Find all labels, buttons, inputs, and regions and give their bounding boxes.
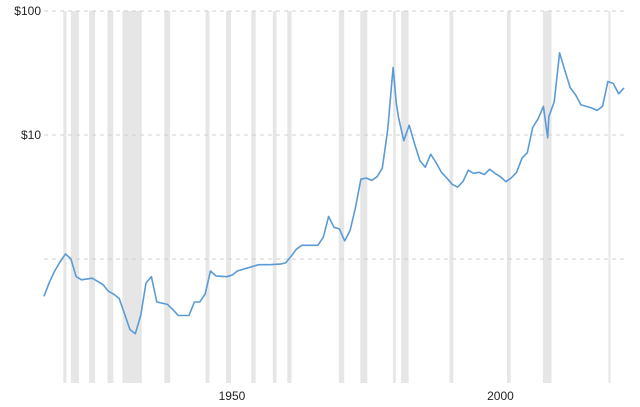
- recession-band: [287, 11, 292, 383]
- recession-band: [272, 11, 277, 383]
- y-tick-label: $10: [21, 128, 41, 142]
- recession-band: [122, 11, 142, 383]
- recession-band: [70, 11, 79, 383]
- series-layer: [43, 52, 625, 335]
- recession-band: [393, 11, 396, 383]
- recession-band: [542, 11, 552, 383]
- recession-band: [401, 11, 409, 383]
- recession-band: [338, 11, 345, 383]
- recession-band: [449, 11, 454, 383]
- recession-band: [107, 11, 114, 383]
- recession-band: [205, 11, 210, 383]
- recession-band: [608, 11, 611, 383]
- grid-lines: [44, 10, 624, 260]
- x-tick-label: 1950: [219, 389, 246, 403]
- recession-bands: [63, 11, 611, 383]
- y-tick-label: $100: [14, 4, 41, 18]
- x-axis-ticks: 1950 2000: [219, 389, 515, 403]
- series-line: [43, 52, 625, 335]
- recession-band: [89, 11, 96, 383]
- recession-band: [164, 11, 171, 383]
- recession-band: [506, 11, 511, 383]
- recession-band: [360, 11, 368, 383]
- recession-band: [251, 11, 256, 383]
- recession-band: [63, 11, 67, 383]
- recession-band: [226, 11, 231, 383]
- x-tick-label: 2000: [487, 389, 514, 403]
- y-axis-ticks: $100 $10: [14, 4, 41, 142]
